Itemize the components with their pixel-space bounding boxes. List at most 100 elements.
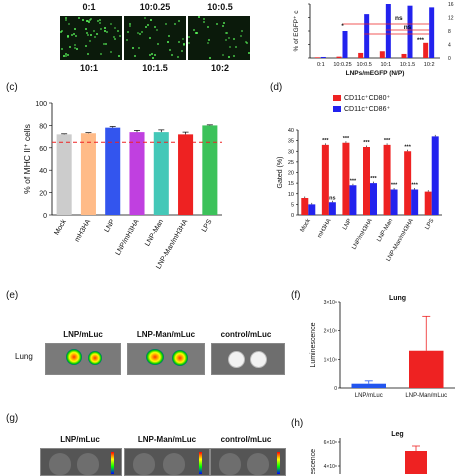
fluorescent-cell: [232, 38, 235, 41]
panel-label-h: (h): [291, 418, 304, 429]
fluorescent-cell: [64, 18, 67, 21]
fluorescent-cell: [109, 23, 112, 26]
fluorescent-cell: [137, 47, 140, 50]
lung-signal-1: [66, 349, 82, 365]
d-xtick-label: LPS: [425, 218, 436, 231]
b-xtick-label: 10:2: [424, 62, 435, 68]
f-ylabel: Luminescence: [310, 322, 317, 367]
fluorescent-cell: [137, 32, 140, 35]
fluorescent-cell: [169, 48, 172, 51]
fluorescent-cell: [64, 16, 67, 19]
fluorescent-cell: [106, 30, 109, 33]
f-xtick-label: LNP-Man/mLuc: [405, 393, 447, 399]
b-xlabel: LNPs/mEGFP (N/P): [346, 70, 405, 77]
d-xtick-label: mH3HA: [317, 218, 333, 239]
micro-label-1: 0:1: [82, 2, 96, 12]
chart-d: 0 5 10 15 20 25 30 35 40 Mock *** ns mH3HA *** *** LNP *…: [277, 95, 442, 263]
d-sig-mark: ns: [329, 195, 335, 201]
fluorescent-cell: [100, 27, 103, 30]
c-ytick-label: 0: [43, 213, 47, 220]
h-ylabel: escence: [310, 449, 317, 474]
colorbar-3: [277, 452, 280, 474]
d-sig-mark: ***: [322, 138, 329, 144]
fluorescent-cell: [195, 32, 198, 35]
c-ytick-label: 40: [39, 168, 47, 175]
d-sig-mark: ***: [343, 136, 350, 142]
chart-h: 6×10⁸ 4×10⁸ Leg escence: [310, 431, 427, 474]
d-sig-mark: ***: [370, 176, 377, 182]
b-xtick-label: 10:1.5: [400, 62, 415, 68]
fluorescent-cell: [206, 26, 209, 29]
lung-signal-3: [146, 349, 164, 365]
mouse-2: [77, 453, 99, 475]
fluorescent-cell: [223, 21, 226, 24]
fluorescent-cell: [198, 16, 201, 19]
fluorescent-cell: [222, 25, 225, 28]
fluorescent-cell: [99, 52, 102, 55]
fluorescent-cell: [167, 40, 170, 43]
b-ytick-label: 8: [448, 29, 451, 35]
f-ytick-label: 3×10⁹: [324, 300, 337, 306]
fluorescent-cell: [84, 27, 87, 30]
fluorescent-cell: [86, 19, 89, 22]
b-sig-ns: ns: [395, 15, 403, 22]
fluorescent-cell: [157, 43, 160, 46]
fluorescent-cell: [224, 38, 227, 41]
fluorescent-cell: [208, 39, 211, 42]
b-ytick-label: 12: [448, 16, 454, 22]
d-bar: [370, 183, 377, 215]
fluorescent-cell: [171, 54, 174, 57]
fluorescent-cell: [89, 34, 92, 37]
c-bar: [80, 133, 96, 215]
micro-image-1: [60, 16, 122, 60]
fluorescent-cell: [114, 38, 117, 41]
d-sig-mark: ***: [411, 183, 418, 189]
fluorescent-cell: [64, 54, 67, 57]
d-bar: [424, 191, 432, 215]
fluorescent-cell: [235, 45, 238, 48]
micro-label-2: 10:0.25: [139, 2, 171, 12]
d-ytick-label: 10: [288, 192, 294, 198]
micro-image-3: [188, 16, 250, 60]
c-bar: [153, 132, 169, 215]
colorbar-2: [199, 452, 202, 474]
d-bar: [349, 185, 357, 215]
fluorescent-cell: [71, 33, 74, 36]
fluorescent-cell: [96, 32, 99, 35]
d-ytick-label: 20: [288, 171, 294, 177]
fluorescent-cell: [228, 45, 231, 48]
c-bar: [129, 132, 145, 215]
fluorescent-cell: [117, 29, 120, 32]
fluorescent-cell: [188, 36, 190, 39]
lung-signal-2: [88, 351, 102, 365]
b-xtick-label: 0:1: [317, 62, 325, 68]
fluorescent-cell: [74, 47, 77, 50]
fluorescent-cell: [241, 30, 244, 33]
d-bar: [342, 142, 350, 215]
d-bar: [308, 204, 316, 215]
fluorescent-cell: [73, 28, 76, 31]
e-header-2: LNP-Man/mLuc: [136, 330, 196, 339]
fluorescent-cell: [78, 17, 81, 20]
fluorescent-cell: [131, 46, 134, 49]
fluorescent-cell: [104, 30, 107, 33]
fluorescent-cell: [148, 36, 151, 39]
colorbar-1: [111, 452, 114, 474]
fluorescent-cell: [177, 55, 180, 58]
fluorescent-cell: [66, 36, 69, 39]
d-ytick-label: 5: [291, 202, 294, 208]
fluorescent-cell: [233, 54, 236, 57]
fluorescent-cell: [87, 34, 90, 37]
b-bar: [423, 42, 429, 58]
mouse-5: [219, 453, 241, 475]
fluorescent-cell: [113, 35, 116, 38]
c-ytick-label: 20: [39, 191, 47, 198]
panel-label-e: (e): [6, 290, 19, 301]
d-ylabel: Gated (%): [277, 157, 284, 189]
ivis-lung-lnp-man: [127, 343, 205, 375]
ivis-mouse-lnp: [40, 448, 122, 476]
d-legend-swatch: [333, 95, 341, 101]
fluorescent-cell: [178, 41, 181, 44]
b-bar: [407, 5, 413, 58]
